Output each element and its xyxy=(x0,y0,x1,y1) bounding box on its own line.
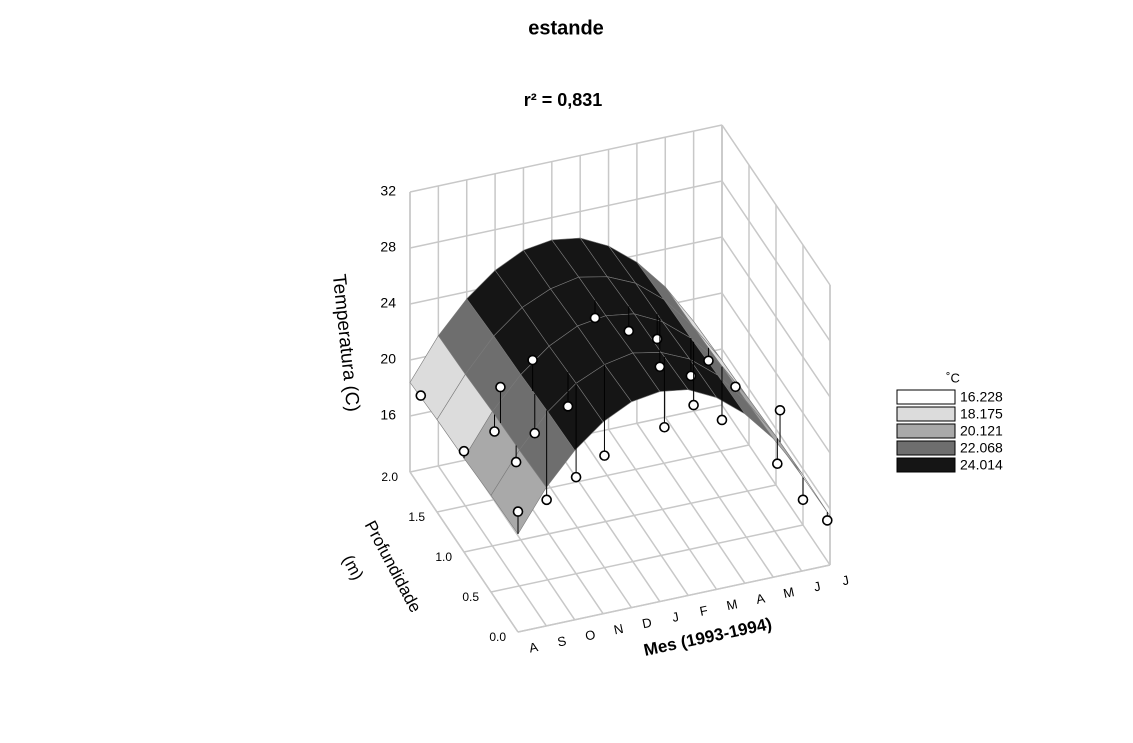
data-point xyxy=(688,399,699,411)
data-point xyxy=(654,361,666,373)
depth-tick-label: 2.0 xyxy=(381,470,398,484)
z-tick-label: 24 xyxy=(380,295,396,311)
x-tick-label: J xyxy=(812,578,821,594)
depth-axis-label: Profundidade xyxy=(361,517,425,615)
data-point xyxy=(659,421,670,433)
data-point xyxy=(458,445,470,457)
data-point xyxy=(512,506,524,517)
data-point xyxy=(599,450,610,461)
grid-line xyxy=(436,444,750,513)
x-tick-label: S xyxy=(556,633,568,650)
chart-title: estande xyxy=(528,17,604,39)
data-point xyxy=(570,471,582,483)
x-tick-label: M xyxy=(782,584,796,601)
data-point xyxy=(415,390,427,401)
data-point xyxy=(772,458,783,469)
legend-label: 16.228 xyxy=(960,389,1003,405)
data-point xyxy=(510,456,522,468)
legend-title: ˚C xyxy=(946,370,960,385)
legend-label: 22.068 xyxy=(960,440,1003,456)
x-tick-label: D xyxy=(641,615,653,632)
depth-tick-label: 1.5 xyxy=(408,510,425,524)
legend-swatch xyxy=(896,406,956,422)
data-point xyxy=(541,494,552,506)
z-tick-label: 32 xyxy=(380,183,396,199)
grid-line xyxy=(517,564,831,633)
data-point xyxy=(562,401,574,412)
grid-line xyxy=(409,124,723,193)
legend-label: 24.014 xyxy=(960,457,1003,473)
data-point xyxy=(730,381,741,393)
legend-swatch xyxy=(896,423,956,439)
data-point xyxy=(623,325,635,337)
z-tick-label: 16 xyxy=(380,407,396,423)
legend-label: 20.121 xyxy=(960,423,1003,439)
legend-label: 18.175 xyxy=(960,406,1003,422)
x-axis-label: Mes (1993-1994) xyxy=(642,614,774,660)
data-point xyxy=(495,381,506,393)
data-point xyxy=(774,404,786,416)
data-point xyxy=(529,427,541,439)
grid-line xyxy=(409,180,723,249)
grid-line xyxy=(490,524,804,593)
surface-patch xyxy=(490,449,547,535)
x-tick-label: J xyxy=(671,609,680,625)
legend-swatch xyxy=(896,457,956,473)
data-point xyxy=(527,354,538,366)
z-axis-label: Temperatura (C) xyxy=(328,273,363,413)
x-tick-label: J xyxy=(841,572,850,588)
depth-tick-label: 0.5 xyxy=(462,590,479,604)
z-tick-label: 28 xyxy=(380,239,396,255)
data-point xyxy=(489,426,500,437)
x-tick-label: A xyxy=(755,590,767,607)
z-tick-label: 20 xyxy=(380,351,396,367)
x-tick-label: N xyxy=(612,621,624,638)
depth-axis-label: (m) xyxy=(339,552,368,583)
depth-tick-label: 1.0 xyxy=(435,550,452,564)
data-point xyxy=(703,355,714,367)
grid-line xyxy=(463,484,777,553)
x-tick-label: M xyxy=(725,596,739,613)
depth-tick-label: 0.0 xyxy=(489,630,506,644)
x-tick-label: F xyxy=(698,603,709,619)
data-point xyxy=(821,515,833,526)
x-tick-label: A xyxy=(528,639,540,656)
data-point xyxy=(716,414,728,426)
legend-swatch xyxy=(896,389,956,405)
x-tick-label: O xyxy=(584,627,597,644)
data-point xyxy=(797,494,809,506)
chart-subtitle: r² = 0,831 xyxy=(524,90,603,110)
data-point xyxy=(589,312,601,324)
legend-swatch xyxy=(896,440,956,456)
